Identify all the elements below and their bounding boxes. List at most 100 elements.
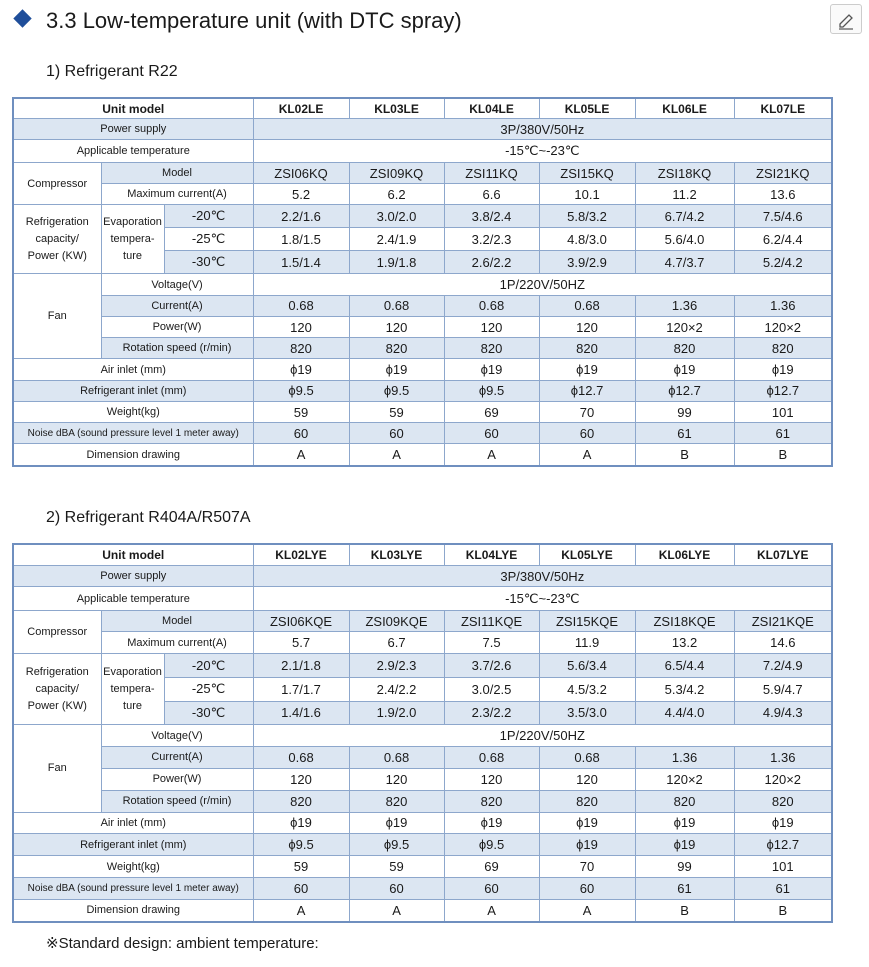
value-cell: ϕ9.5 xyxy=(252,379,350,402)
value-cell: 820 xyxy=(348,337,445,360)
value-cell: 61 xyxy=(733,422,833,445)
header-cell: Unit model xyxy=(12,97,254,120)
value-cell: 69 xyxy=(443,400,540,424)
value-cell: 6.7 xyxy=(348,631,445,655)
table-row: Power(W) 120 120 120 120 120×2 120×2 xyxy=(13,767,833,791)
value-cell: A xyxy=(538,443,636,467)
value-cell: 4.9/4.3 xyxy=(733,700,833,726)
row-label: Power supply xyxy=(12,118,254,141)
value-cell: 14.6 xyxy=(733,631,833,655)
value-cell: ϕ19 xyxy=(252,358,350,381)
table-row: Applicable temperature -15℃~-23℃ xyxy=(12,586,833,611)
table-row: Power supply 3P/380V/50Hz xyxy=(12,564,833,588)
value-cell: 5.8/3.2 xyxy=(538,204,636,229)
table-row: Compressor Model ZSI06KQE ZSI09KQE ZSI11KQE Z… xyxy=(12,609,833,655)
value-cell: 61 xyxy=(634,877,735,900)
value-cell: 820 xyxy=(538,337,636,360)
row-label: Weight(kg) xyxy=(12,855,254,879)
table-row: Fan Voltage(V) 1P/220V/50HZ xyxy=(12,724,833,813)
row-label: Model xyxy=(100,161,254,185)
value-cell: 6.2/4.4 xyxy=(733,227,833,252)
table-title: 2) Refrigerant R404A/R507A xyxy=(46,509,251,526)
row-label: Maximum current(A) xyxy=(100,631,254,655)
value-cell: 60 xyxy=(252,877,350,900)
value-cell: B xyxy=(634,898,735,923)
value-cell: 7.5 xyxy=(443,631,540,655)
table-row: Noise dBA (sound pressure level 1 meter … xyxy=(12,877,833,900)
value-cell: 101 xyxy=(733,400,833,424)
value-cell: 1.8/1.5 xyxy=(252,227,350,252)
table-row: Rotation speed (r/min) 820 820 820 820 820 820 xyxy=(13,337,833,360)
value-cell: 120 xyxy=(443,767,540,791)
row-label: Current(A) xyxy=(100,746,254,769)
value-cell: 59 xyxy=(348,855,445,879)
row-group-label: Evaporation tempera-ture xyxy=(100,204,165,275)
value-cell: A xyxy=(252,443,350,467)
row-label: -20℃ xyxy=(163,204,254,229)
value-cell: 2.1/1.8 xyxy=(252,653,350,678)
value-cell: 11.2 xyxy=(634,183,735,206)
value-cell: 5.7 xyxy=(252,631,350,655)
value-cell: 1.9/2.0 xyxy=(348,700,445,726)
table-row: Current(A) 0.68 0.68 0.68 0.68 1.36 1.36 xyxy=(13,746,833,769)
table-row: Power(W) 120 120 120 120 120×2 120×2 xyxy=(13,315,833,339)
value-cell: 7.2/4.9 xyxy=(733,653,833,678)
value-cell: ϕ19 xyxy=(443,811,540,835)
table-row: -25℃ 1.7/1.7 2.4/2.2 3.0/2.5 4.5/3.2 5.3/4.2 5… xyxy=(13,676,833,702)
value-cell: 1P/220V/50HZ xyxy=(252,273,833,296)
footer-note: ※Standard design: ambient temperature: xyxy=(46,935,319,952)
row-label: Refrigerant inlet (mm) xyxy=(12,379,254,402)
value-cell: KL04LYE xyxy=(443,543,540,566)
label-line: Power (KW) xyxy=(27,699,87,712)
value-cell: A xyxy=(252,898,350,923)
value-cell: 4.8/3.0 xyxy=(538,227,636,252)
value-cell: 3P/380V/50Hz xyxy=(252,118,833,141)
value-cell: ZSI11KQ xyxy=(443,161,540,185)
value-cell: A xyxy=(538,898,636,923)
table-row: Refrigerant inlet (mm) ϕ9.5 ϕ9.5 ϕ9.5 ϕ19 ϕ19… xyxy=(12,833,833,857)
label-line: Evaporation xyxy=(103,665,162,678)
value-cell: ZSI06KQ xyxy=(252,161,350,185)
value-cell: A xyxy=(443,898,540,923)
value-cell: ZSI21KQE xyxy=(733,609,833,633)
label-line: ture xyxy=(123,699,142,712)
value-cell: -15℃~-23℃ xyxy=(252,139,833,163)
value-cell: 99 xyxy=(634,855,735,879)
row-label: Power supply xyxy=(12,564,254,588)
value-cell: 0.68 xyxy=(538,294,636,317)
table-row: Fan Voltage(V) 1P/220V/50HZ xyxy=(12,273,833,360)
spec-table: Unit model KL02LYE KL03LYE KL04LYE KL05LYE KL… xyxy=(12,543,834,923)
row-label: Voltage(V) xyxy=(100,724,254,748)
value-cell: 60 xyxy=(252,422,350,445)
value-cell: 60 xyxy=(538,877,636,900)
table-row: Refrigeration capacity/Power (KW) Evaporat… xyxy=(12,204,833,275)
value-cell: ϕ19 xyxy=(634,833,735,857)
value-cell: 820 xyxy=(538,789,636,813)
value-cell: ϕ19 xyxy=(538,358,636,381)
header-cell: Unit model xyxy=(12,543,254,566)
edit-button[interactable] xyxy=(830,4,862,34)
value-cell: 2.4/1.9 xyxy=(348,227,445,252)
value-cell: 120 xyxy=(348,767,445,791)
value-cell: B xyxy=(733,898,833,923)
row-label: Power(W) xyxy=(100,315,254,339)
row-group-label: Refrigeration capacity/Power (KW) xyxy=(12,653,102,726)
label-line: Refrigeration xyxy=(25,215,89,228)
value-cell: 3.5/3.0 xyxy=(538,700,636,726)
value-cell: 820 xyxy=(733,337,833,360)
value-cell: A xyxy=(443,443,540,467)
value-cell: ϕ19 xyxy=(733,358,833,381)
value-cell: ϕ9.5 xyxy=(348,379,445,402)
value-cell: 59 xyxy=(252,400,350,424)
value-cell: ZSI11KQE xyxy=(443,609,540,633)
table-row: Maximum current(A) 5.7 6.7 7.5 11.9 13.2 14.6 xyxy=(13,631,833,655)
value-cell: KL07LYE xyxy=(733,543,833,566)
row-label: Dimension drawing xyxy=(12,443,254,467)
value-cell: 0.68 xyxy=(252,294,350,317)
row-label: Applicable temperature xyxy=(12,139,254,163)
value-cell: KL03LYE xyxy=(348,543,445,566)
label-line: tempera- xyxy=(110,232,155,245)
value-cell: 101 xyxy=(733,855,833,879)
value-cell: 4.7/3.7 xyxy=(634,250,735,275)
